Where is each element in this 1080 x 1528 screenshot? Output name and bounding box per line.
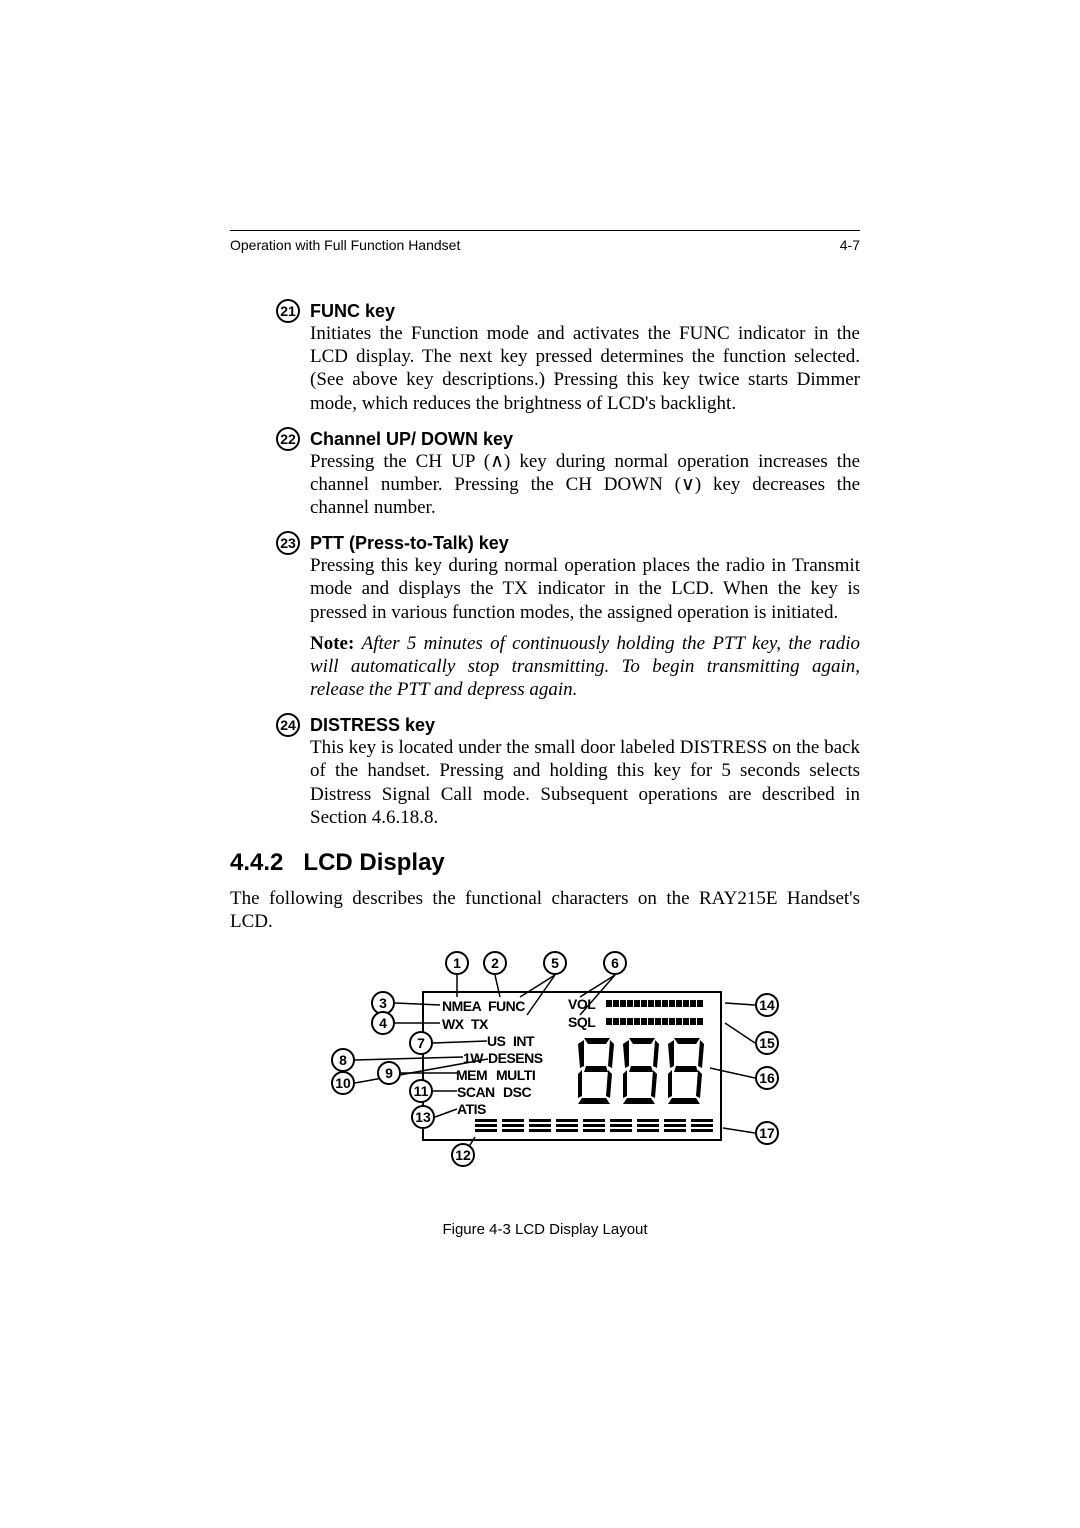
callout-12: 12 [451,1143,475,1167]
alpha-display-row [475,1119,713,1135]
key-body-22: Pressing the CH UP (∧) key during normal… [310,450,860,520]
lcd-us: US [487,1033,505,1049]
section-intro: The following describes the functional c… [230,887,860,933]
key-note-23: Note: After 5 minutes of continuously ho… [310,632,860,702]
callout-14: 14 [755,993,779,1017]
key-body-23: Pressing this key during normal operatio… [310,554,860,624]
callout-1: 1 [445,951,469,975]
callout-10: 10 [331,1071,355,1095]
callout-16: 16 [755,1066,779,1090]
lcd-vol: VOL [568,996,595,1012]
seven-segment-display [578,1035,718,1110]
callout-6: 6 [603,951,627,975]
lcd-tx: TX [471,1016,488,1032]
lcd-int: INT [513,1033,534,1049]
lcd-1w: 1W [463,1050,483,1066]
key-title-24: DISTRESS key [310,715,860,736]
callout-7: 8 [331,1048,355,1072]
key-number-21: 21 [276,299,300,323]
callout-5: 5 [543,951,567,975]
key-item-21: 21 FUNC key Initiates the Function mode … [230,301,860,415]
header-right: 4-7 [840,237,860,253]
page-header: Operation with Full Function Handset 4-7 [230,230,860,253]
lcd-sql: SQL [568,1014,595,1030]
lcd-desens: DESENS [488,1050,543,1066]
note-label: Note: [310,633,354,654]
callout-9: 9 [377,1061,401,1085]
figure-caption: Figure 4-3 LCD Display Layout [230,1221,860,1238]
lcd-atis: ATIS [457,1101,486,1117]
lcd-scan: SCAN [457,1084,495,1100]
section-number: 4.4.2 [230,849,283,876]
callout-4: 4 [371,1011,395,1035]
vol-bars [606,1000,703,1007]
note-text: After 5 minutes of continuously holding … [310,633,860,700]
key-number-24: 24 [276,713,300,737]
key-item-22: 22 Channel UP/ DOWN key Pressing the CH … [230,429,860,520]
lcd-dsc: DSC [503,1084,531,1100]
section-title: 4.4.2 LCD Display [230,849,860,877]
section-title-text: LCD Display [303,849,444,876]
lcd-func: FUNC [488,998,525,1014]
header-left: Operation with Full Function Handset [230,237,460,253]
key-item-23: 23 PTT (Press-to-Talk) key Pressing this… [230,533,860,701]
lcd-mem: MEM [456,1067,487,1083]
lcd-wx: WX [442,1016,464,1032]
sql-bars [606,1018,703,1025]
callout-2: 2 [483,951,507,975]
key-number-23: 23 [276,531,300,555]
key-item-24: 24 DISTRESS key This key is located unde… [230,715,860,829]
key-title-21: FUNC key [310,301,860,322]
callout-17: 17 [755,1121,779,1145]
callout-15: 15 [755,1031,779,1055]
lcd-multi: MULTI [496,1067,535,1083]
key-title-22: Channel UP/ DOWN key [310,429,860,450]
key-title-23: PTT (Press-to-Talk) key [310,533,860,554]
key-body-24: This key is located under the small door… [310,736,860,829]
lcd-nmea: NMEA [442,998,481,1014]
key-number-22: 22 [276,427,300,451]
lcd-figure: NMEA FUNC WX TX US INT 1W DESENS MEM MUL… [230,943,860,1193]
key-body-21: Initiates the Function mode and activate… [310,322,860,415]
